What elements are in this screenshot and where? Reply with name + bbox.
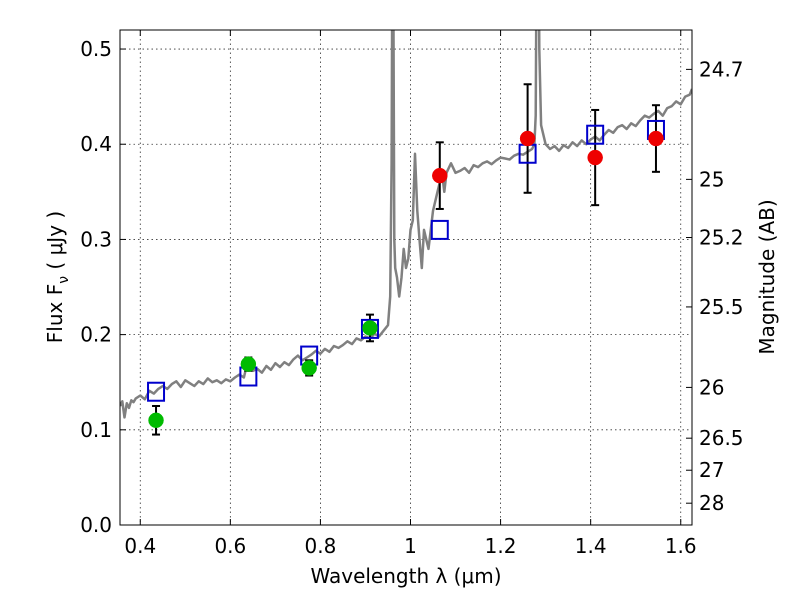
y-tick-label: 0.2 [80,323,112,347]
x-tick-label: 1.2 [485,534,517,558]
x-tick-label: 1.6 [665,534,697,558]
tick-marks [120,30,692,526]
x-axis-label: Wavelength λ (μm) [310,564,501,588]
data-point-square [586,124,605,145]
grid-lines [120,30,692,526]
y-tick-label: 0.0 [80,513,112,537]
model-spectrum-line [120,30,692,419]
y2-tick-label: 26 [699,375,724,399]
y-axis-label: Flux Fν ( μJy ) [43,211,72,343]
plot-area [120,30,692,525]
data-point-circle [148,412,164,429]
data-point-circle [432,167,448,184]
x-tick-label: 0.4 [124,534,156,558]
data-point-circle [587,149,603,166]
y2-tick-label: 25.2 [699,226,744,250]
y-tick-label: 0.3 [80,227,112,251]
x-tick-label: 0.8 [305,534,337,558]
y-tick-label: 0.1 [80,418,112,442]
data-point-circle [648,130,664,147]
data-point-square [147,381,166,402]
x-tick-label: 0.6 [214,534,246,558]
data-point-circle [301,360,317,376]
y-axis-label-main: Flux F [43,284,67,343]
y2-tick-label: 25.5 [699,295,744,319]
data-point-circle [240,356,257,372]
y2-axis-label: Magnitude (AB) [755,199,779,354]
tick-labels: 0.4 0.6 0.8 1 1.2 1.4 1.6 0.0 0.1 0.2 0.3 0.4 0.5 24.… [80,37,743,558]
data-point-circle [362,320,378,336]
y2-tick-label: 24.7 [699,57,744,81]
plot-frame [119,29,693,526]
y-axis-label-unit: ( μJy ) [43,211,67,276]
model-spectrum-layer [120,30,692,419]
data-point-square [360,318,379,339]
markers-layer [147,119,665,429]
y-tick-label: 0.5 [80,37,112,61]
y2-tick-label: 25 [699,167,724,191]
x-tick-label: 1 [404,534,417,558]
y-tick-label: 0.4 [80,132,112,156]
data-point-circle [519,130,536,147]
y2-tick-label: 28 [699,491,724,515]
y2-tick-label: 26.5 [699,426,744,450]
x-tick-label: 1.4 [575,534,607,558]
data-point-square [430,219,449,240]
y-axis-label-subscript: ν [56,276,72,284]
y2-tick-label: 27 [699,458,724,482]
